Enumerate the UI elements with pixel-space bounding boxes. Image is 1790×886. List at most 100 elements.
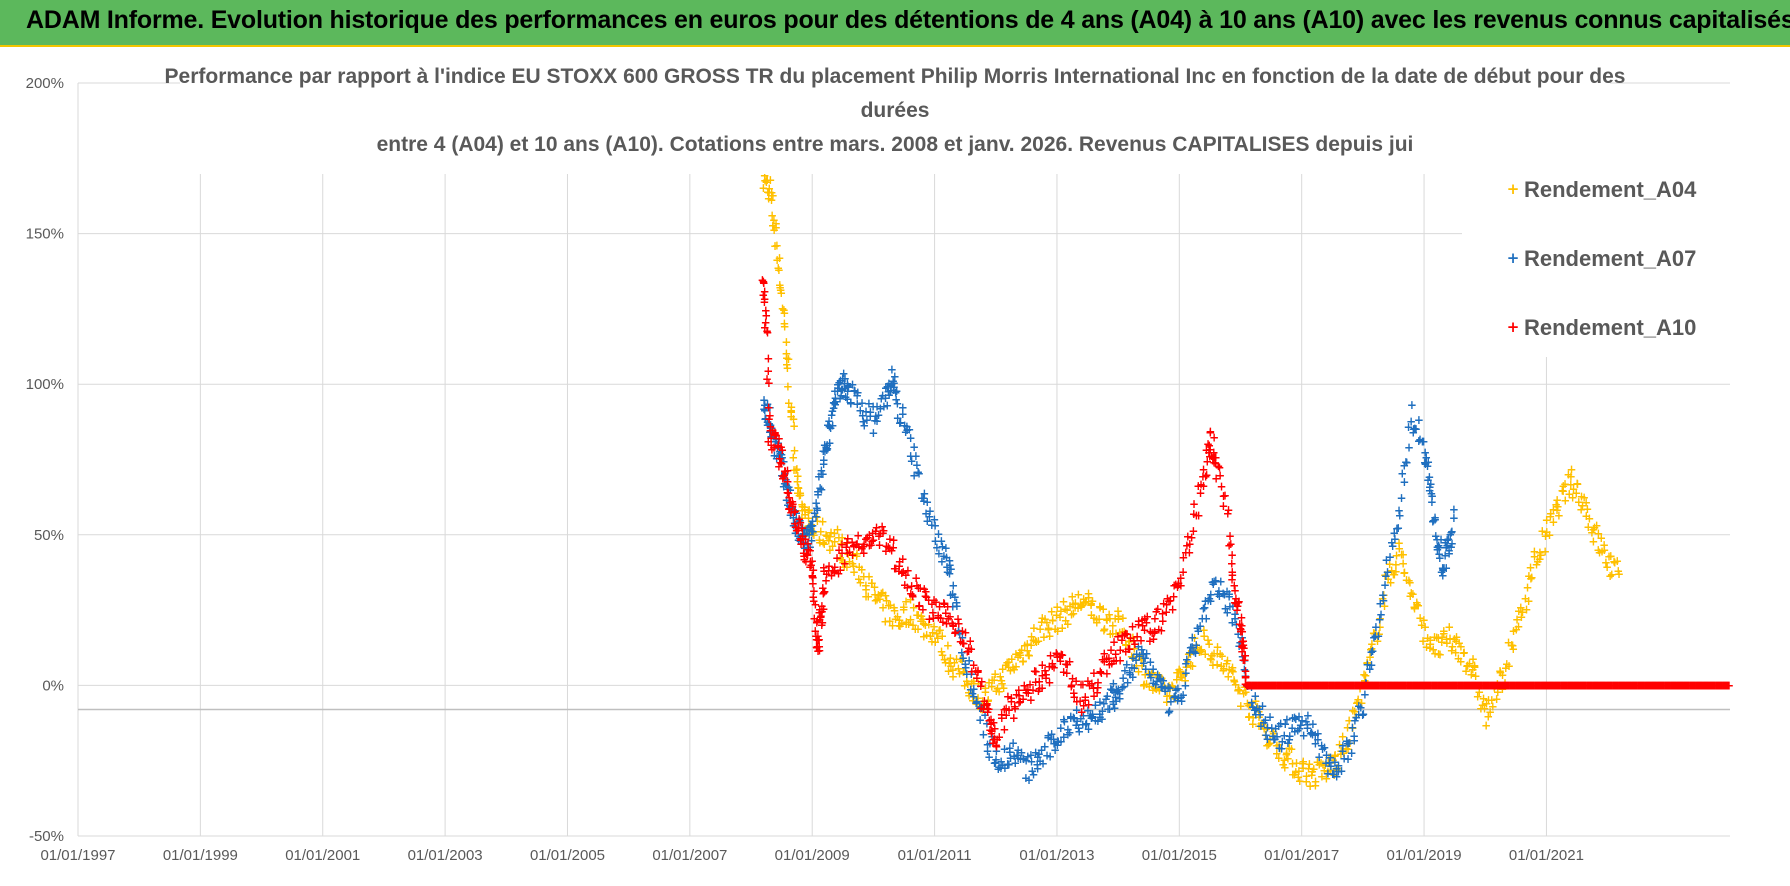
data-point: + (888, 374, 898, 388)
data-point: + (924, 510, 934, 524)
data-point: + (909, 468, 919, 482)
data-point: + (775, 447, 785, 461)
data-point: + (820, 438, 830, 452)
data-point: + (868, 426, 878, 440)
data-point: + (767, 208, 777, 222)
data-point: + (1099, 624, 1109, 638)
chart-title-line: entre 4 (A04) et 10 ans (A10). Cotations… (377, 133, 1414, 156)
data-point: + (802, 523, 812, 537)
data-point: + (1038, 756, 1048, 770)
data-point: + (1348, 704, 1358, 718)
data-point: + (1307, 768, 1317, 782)
data-point: + (807, 518, 817, 532)
data-point: + (817, 615, 827, 629)
data-point: + (1288, 768, 1298, 782)
data-point: + (1208, 658, 1218, 672)
data-point: + (1087, 710, 1097, 724)
data-point: + (767, 423, 777, 437)
data-point: + (1179, 668, 1189, 682)
data-point: + (1546, 507, 1556, 521)
data-point: + (815, 612, 825, 626)
data-point: + (1108, 697, 1118, 711)
data-point: + (919, 487, 929, 501)
data-point: + (1347, 746, 1357, 760)
data-point: + (1385, 550, 1395, 564)
chart-title-line: durées (861, 99, 930, 122)
data-point: + (1398, 547, 1408, 561)
data-point: + (1605, 569, 1615, 583)
data-point: + (842, 392, 852, 406)
data-point: + (1216, 574, 1226, 588)
data-point: + (780, 467, 790, 481)
data-point: + (1095, 601, 1105, 615)
data-point: + (840, 372, 850, 386)
data-point: + (1018, 654, 1028, 668)
data-point: + (1168, 680, 1178, 694)
data-point: + (1330, 748, 1340, 762)
data-point: + (1165, 681, 1175, 695)
data-point: + (899, 600, 909, 614)
data-point: + (1398, 556, 1408, 570)
data-point: + (1048, 732, 1058, 746)
data-point: + (1313, 732, 1323, 746)
data-point: + (1196, 642, 1206, 656)
data-point: + (1343, 752, 1353, 766)
data-point: + (952, 596, 962, 610)
data-point: + (1581, 496, 1591, 510)
data-point: + (1241, 685, 1251, 699)
data-point: + (1332, 770, 1342, 784)
data-point: + (760, 412, 770, 426)
data-point: + (925, 504, 935, 518)
data-point: + (1040, 612, 1050, 626)
data-point: + (1170, 692, 1180, 706)
data-point: + (1042, 615, 1052, 629)
data-point: + (1526, 572, 1536, 586)
data-point: + (774, 431, 784, 445)
data-point: + (798, 527, 808, 541)
data-point: + (1380, 578, 1390, 592)
data-point: + (1045, 629, 1055, 643)
data-point: + (1183, 655, 1193, 669)
data-point: + (813, 639, 823, 653)
data-point: + (934, 624, 944, 638)
data-point: + (1007, 652, 1017, 666)
data-point: + (871, 409, 881, 423)
data-point: + (1129, 650, 1139, 664)
data-point: + (1330, 755, 1340, 769)
data-point: + (800, 541, 810, 555)
data-point: + (1430, 647, 1440, 661)
data-point: + (1348, 721, 1358, 735)
data-point: + (783, 498, 793, 512)
data-point: + (1028, 767, 1038, 781)
data-point: + (803, 537, 813, 551)
data-point: + (1405, 575, 1415, 589)
data-point: + (1185, 645, 1195, 659)
data-point: + (848, 548, 858, 562)
data-point: + (1274, 751, 1284, 765)
data-point: + (1430, 513, 1440, 527)
data-point: + (1215, 647, 1225, 661)
data-point: + (1274, 737, 1284, 751)
data-point: + (1404, 573, 1414, 587)
y-tick-label: 100% (26, 376, 64, 393)
data-point: + (1593, 527, 1603, 541)
data-point: + (1081, 717, 1091, 731)
data-point: + (1005, 741, 1015, 755)
data-point: + (1244, 710, 1254, 724)
data-point: + (776, 283, 786, 297)
data-point: + (1259, 721, 1269, 735)
data-point: + (808, 577, 818, 591)
data-point: + (763, 434, 773, 448)
data-point: + (1451, 645, 1461, 659)
data-point: + (1013, 751, 1023, 765)
data-point: + (1292, 756, 1302, 770)
data-point: + (775, 455, 785, 469)
data-point: + (1045, 749, 1055, 763)
data-point: + (796, 537, 806, 551)
data-point: + (1142, 647, 1152, 661)
data-point: + (1567, 462, 1577, 476)
data-point: + (758, 181, 768, 195)
data-point: + (940, 655, 950, 669)
data-point: + (1321, 748, 1331, 762)
data-point: + (1451, 634, 1461, 648)
